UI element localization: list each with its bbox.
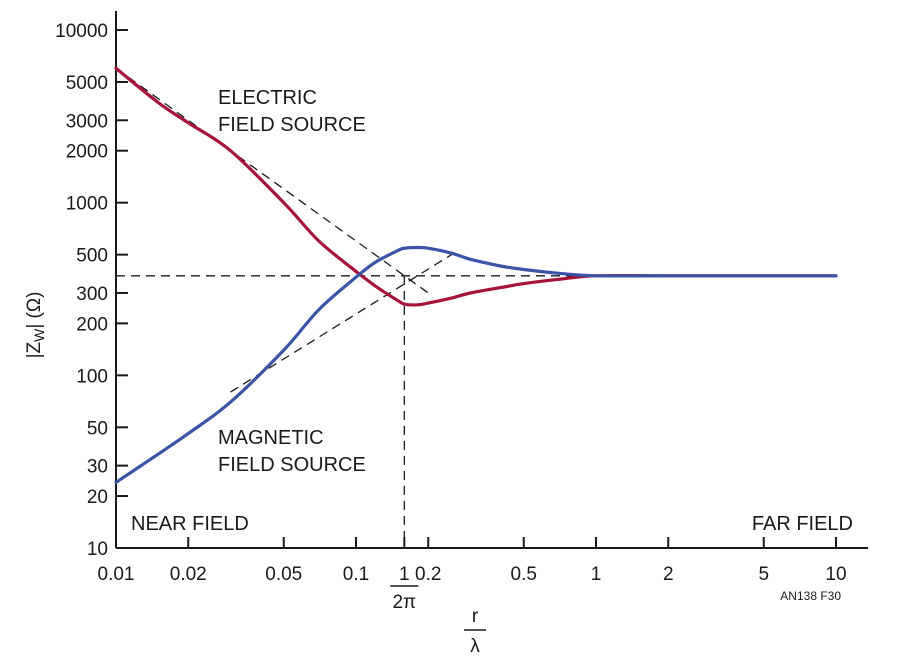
axes — [115, 11, 868, 549]
near-field-label: NEAR FIELD — [131, 513, 249, 535]
y-tick-label: 2000 — [66, 142, 108, 163]
y-tick-label: 3000 — [66, 111, 108, 132]
special-tick-denominator: 2π — [392, 592, 416, 613]
x-tick-label: 5 — [758, 564, 769, 585]
x-tick-label: 0.1 — [343, 564, 369, 585]
y-axis-label: |ZW| (Ω) — [24, 292, 47, 359]
y-tick-label: 1000 — [66, 194, 108, 215]
y-ticks: 10 20 30 50 100 200 300 500 1000 2000 3000 5000 1000… — [55, 21, 128, 560]
magnetic-label-line1: MAGNETIC — [218, 427, 324, 449]
y-tick-label: 100 — [76, 366, 108, 387]
x-tick-label: 1 — [591, 564, 602, 585]
y-axis-label-subscript: W — [31, 328, 47, 342]
y-axis-label-tail: | (Ω) — [24, 292, 45, 329]
asymptote-guides — [115, 67, 596, 548]
y-tick-label: 10 — [87, 539, 108, 560]
magnetic-asymptote-guide — [230, 254, 452, 393]
y-axis-label-main: |Z — [24, 341, 45, 358]
x-ticks: 0.01 0.02 0.05 0.1 0.2 0.5 1 2 5 10 — [98, 537, 847, 585]
y-tick-label: 200 — [76, 314, 108, 335]
electric-label-line1: ELECTRIC — [218, 87, 317, 109]
y-tick-label: 500 — [76, 246, 108, 267]
special-tick-numerator: 1 — [399, 564, 410, 585]
magnetic-field-series-line — [114, 245, 838, 484]
x-tick-label: 0.02 — [170, 564, 207, 585]
x-axis-label-denominator: λ — [470, 636, 480, 657]
y-tick-label: 10000 — [55, 21, 108, 42]
y-tick-label: 50 — [87, 418, 108, 439]
x-tick-label: 0.01 — [98, 564, 135, 585]
y-tick-label: 300 — [76, 284, 108, 305]
y-tick-label: 30 — [87, 457, 108, 478]
x-tick-label: 0.5 — [511, 564, 537, 585]
y-tick-label: 5000 — [66, 73, 108, 94]
x-axis-label-numerator: r — [472, 606, 479, 627]
y-tick-label: 20 — [87, 487, 108, 508]
x-tick-label: 10 — [825, 564, 846, 585]
x-tick-label: 2 — [663, 564, 674, 585]
electric-asymptote-guide — [115, 67, 429, 294]
electric-label-line2: FIELD SOURCE — [218, 114, 366, 136]
x-tick-label: 0.05 — [265, 564, 302, 585]
magnetic-label-line2: FIELD SOURCE — [218, 454, 366, 476]
series-lines — [114, 66, 838, 484]
far-field-label: FAR FIELD — [752, 513, 853, 535]
figure-id-label: AN138 F30 — [780, 589, 841, 603]
x-tick-label: 0.2 — [415, 564, 441, 585]
